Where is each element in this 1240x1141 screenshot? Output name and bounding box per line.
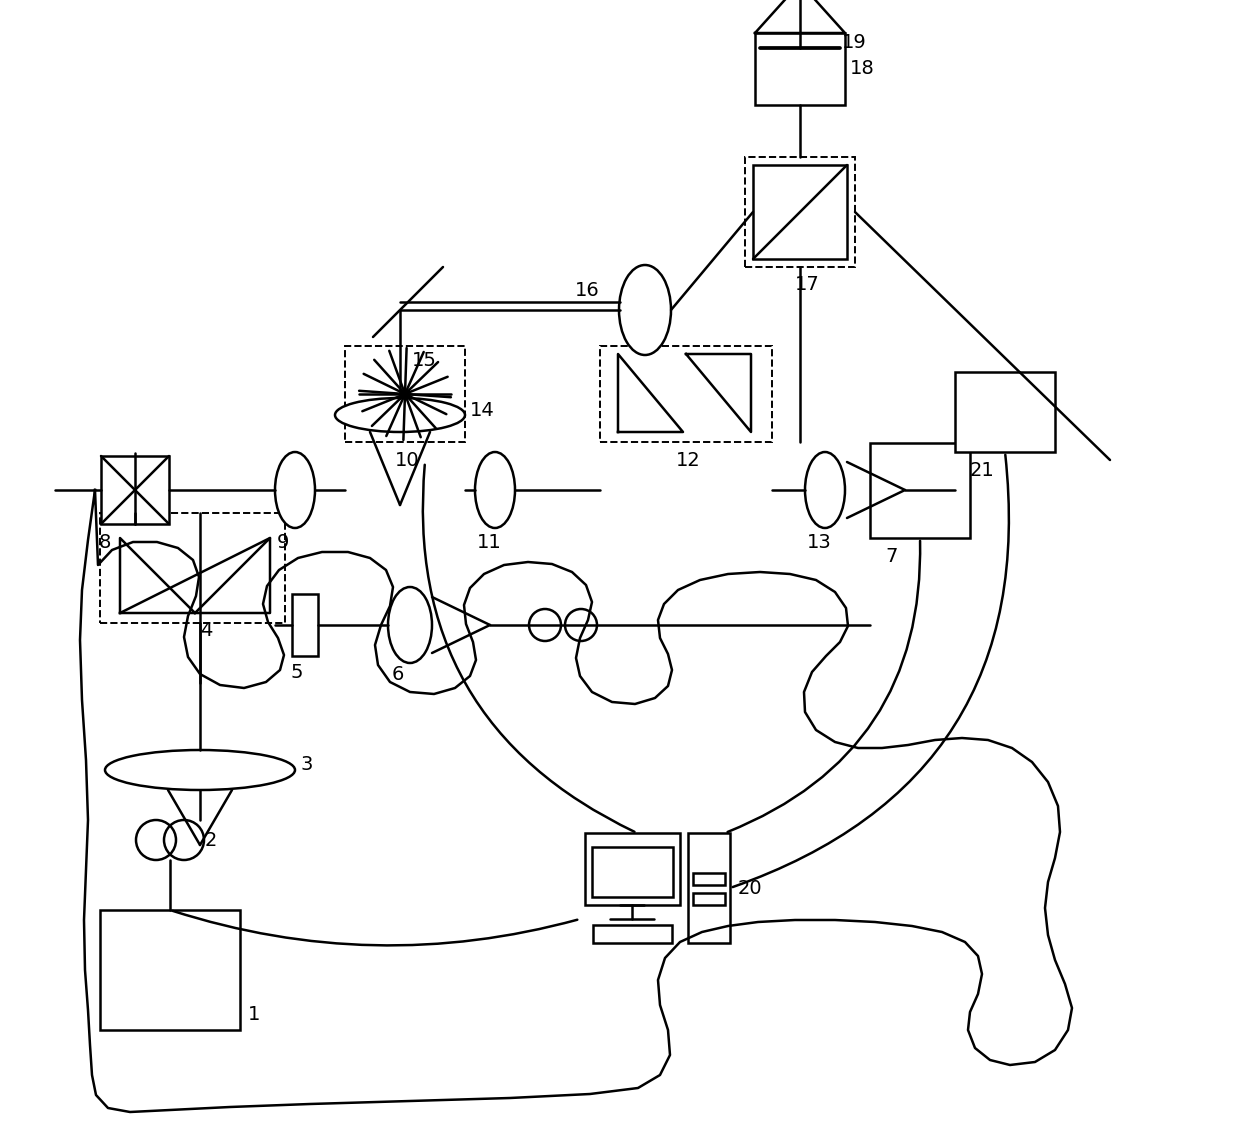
Bar <box>693 893 725 905</box>
Text: 2: 2 <box>205 831 217 850</box>
Text: 6: 6 <box>392 665 404 685</box>
Bar <box>955 372 1055 452</box>
Text: 4: 4 <box>200 622 212 640</box>
Text: 17: 17 <box>795 275 820 294</box>
FancyArrowPatch shape <box>172 911 578 946</box>
Text: 20: 20 <box>738 879 763 898</box>
Ellipse shape <box>105 750 295 790</box>
Bar <box>745 157 856 267</box>
FancyArrowPatch shape <box>423 464 635 832</box>
Bar <box>593 925 672 942</box>
Text: 16: 16 <box>575 281 600 299</box>
Ellipse shape <box>475 452 515 528</box>
Bar <box>870 443 970 539</box>
Bar <box>755 33 844 105</box>
Ellipse shape <box>619 265 671 355</box>
Bar <box>585 833 680 905</box>
Text: 10: 10 <box>396 451 419 469</box>
Bar <box>688 833 730 942</box>
Bar <box>100 911 241 1030</box>
Text: 8: 8 <box>99 533 112 551</box>
Text: 9: 9 <box>277 533 289 551</box>
Bar <box>591 847 673 897</box>
FancyArrowPatch shape <box>728 541 920 832</box>
Ellipse shape <box>335 398 465 432</box>
Text: 12: 12 <box>676 451 701 469</box>
Ellipse shape <box>565 609 596 641</box>
Bar <box>693 873 725 885</box>
Text: 21: 21 <box>970 461 994 479</box>
FancyArrowPatch shape <box>733 455 1009 887</box>
Text: 5: 5 <box>290 663 303 681</box>
Bar <box>100 456 169 524</box>
Text: 11: 11 <box>477 533 502 551</box>
Ellipse shape <box>388 586 432 663</box>
Bar <box>600 346 773 442</box>
Text: 13: 13 <box>807 533 832 551</box>
Bar <box>345 346 465 442</box>
Text: 1: 1 <box>248 1005 260 1025</box>
Ellipse shape <box>529 609 560 641</box>
Bar <box>753 165 847 259</box>
Text: 15: 15 <box>412 350 436 370</box>
Text: 18: 18 <box>849 59 874 79</box>
Bar <box>291 594 317 656</box>
Text: 7: 7 <box>885 547 898 566</box>
Bar <box>100 513 285 623</box>
Ellipse shape <box>275 452 315 528</box>
Text: 19: 19 <box>842 33 867 52</box>
Text: 14: 14 <box>470 400 495 420</box>
Text: 3: 3 <box>300 755 312 775</box>
Ellipse shape <box>805 452 844 528</box>
